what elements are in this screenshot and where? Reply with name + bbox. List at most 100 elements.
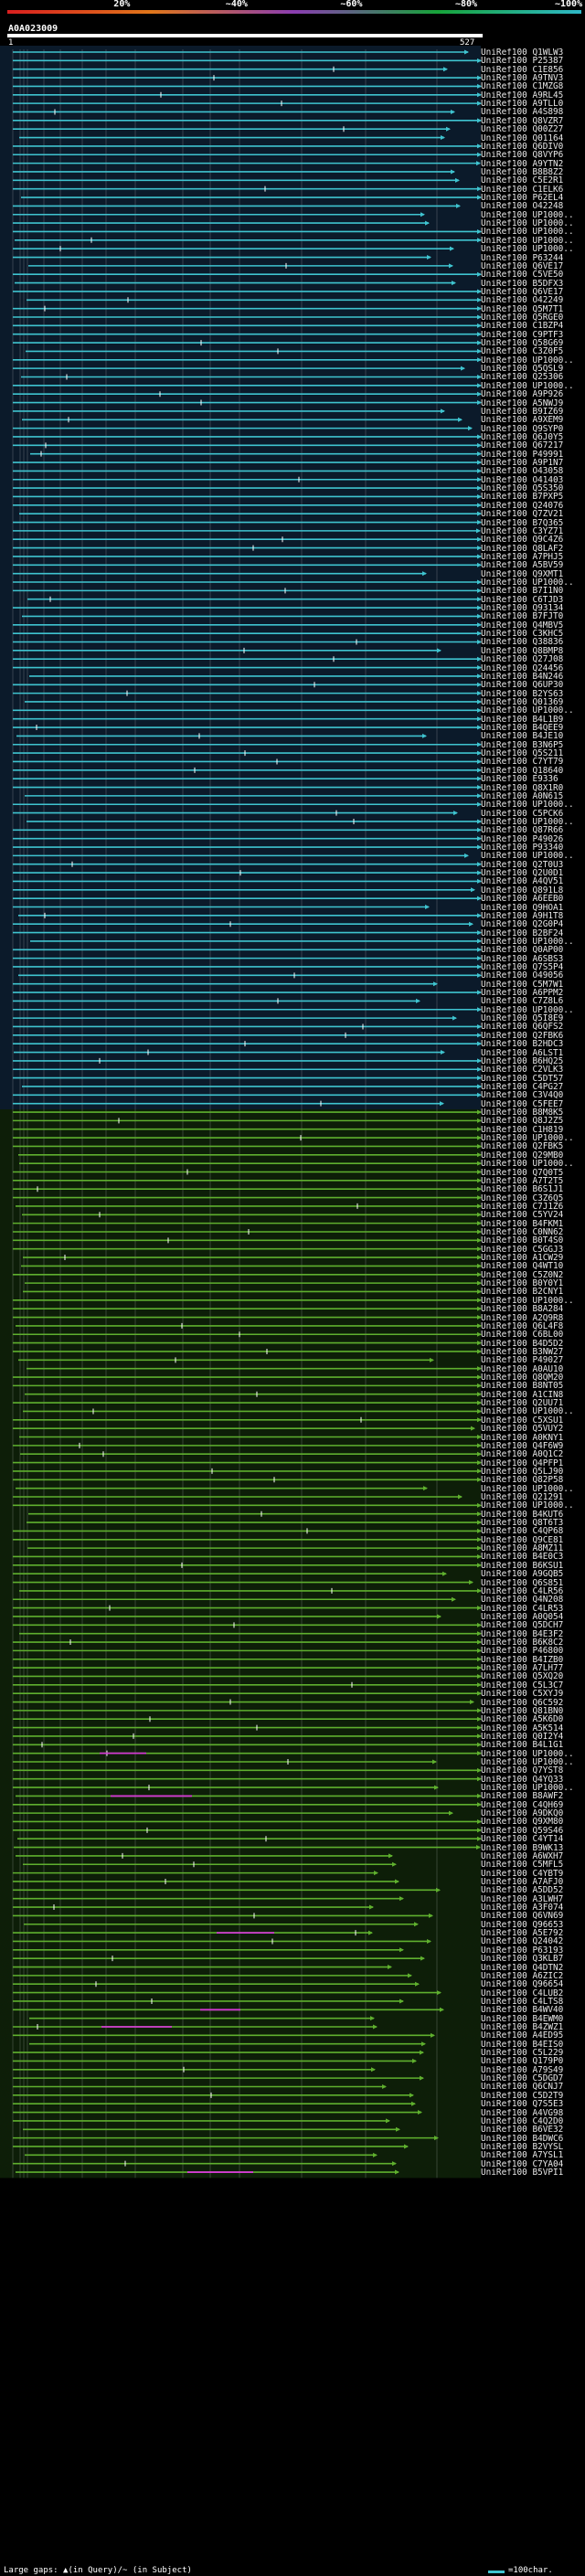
hit-label[interactable]: UniRef100_C5GGJ3 (481, 1245, 564, 1254)
hit-label[interactable]: UniRef100_A4QV51 (481, 877, 564, 886)
hit-label[interactable]: UniRef100_C5Z0N2 (481, 1270, 564, 1279)
hit-label[interactable]: UniRef100_C5XSU1 (481, 1415, 564, 1425)
hit-label[interactable]: UniRef100_Q8J2Z5 (481, 1117, 564, 1126)
hit-label[interactable]: UniRef100_B9IZ69 (481, 407, 564, 416)
hit-label[interactable]: UniRef100_Q38836 (481, 638, 564, 647)
hit-label[interactable]: UniRef100_Q2U0D1 (481, 869, 564, 878)
hit-label[interactable]: UniRef100_P63193 (481, 1945, 564, 1955)
hit-label[interactable]: UniRef100_P49991 (481, 450, 564, 459)
hit-label[interactable]: UniRef100_C7J1Z6 (481, 1202, 564, 1211)
hit-label[interactable]: UniRef100_B4D5D2 (481, 1339, 564, 1348)
hit-label[interactable]: UniRef100_Q6UP30 (481, 681, 564, 690)
hit-label[interactable]: UniRef100_A6SBS3 (481, 954, 564, 963)
hit-label[interactable]: UniRef100_Q5LJ90 (481, 1467, 564, 1476)
hit-label[interactable]: UniRef100_B4ZWZ1 (481, 2023, 564, 2031)
hit-label[interactable]: UniRef100_P25387 (481, 57, 564, 66)
hit-label[interactable]: UniRef100_UP1000.. (481, 1501, 574, 1511)
hit-label[interactable]: UniRef100_Q5DCH7 (481, 1621, 564, 1630)
hit-label[interactable]: UniRef100_Q4DTN2 (481, 1963, 564, 1972)
hit-label[interactable]: UniRef100_C1MZG8 (481, 82, 564, 91)
hit-label[interactable]: UniRef100_UP1000.. (481, 236, 574, 245)
hit-label[interactable]: UniRef100_A5NWJ9 (481, 398, 564, 408)
hit-label[interactable]: UniRef100_A7YSL1 (481, 2151, 564, 2160)
hit-label[interactable]: UniRef100_B2VYSL (481, 2142, 564, 2151)
hit-label[interactable]: UniRef100_UP1000.. (481, 800, 574, 810)
hit-label[interactable]: UniRef100_Q18640 (481, 766, 564, 775)
hit-label[interactable]: UniRef100_UP1000.. (481, 210, 574, 219)
hit-label[interactable]: UniRef100_A5E792 (481, 1929, 564, 1938)
hit-label[interactable]: UniRef100_UP1000.. (481, 937, 574, 946)
hit-label[interactable]: UniRef100_C0NN62 (481, 1227, 564, 1236)
hit-label[interactable]: UniRef100_Q7YST8 (481, 1766, 564, 1776)
hit-label[interactable]: UniRef100_Q4WT10 (481, 1262, 564, 1271)
hit-label[interactable]: UniRef100_UP1000.. (481, 706, 574, 716)
hit-label[interactable]: UniRef100_C4LUB2 (481, 1988, 564, 1998)
hit-label[interactable]: UniRef100_Q9XMT1 (481, 569, 564, 578)
hit-label[interactable]: UniRef100_B4DWC6 (481, 2134, 564, 2143)
hit-label[interactable]: UniRef100_C4QH69 (481, 1800, 564, 1809)
hit-label[interactable]: UniRef100_Q00Z27 (481, 125, 564, 134)
hit-label[interactable]: UniRef100_P63244 (481, 253, 564, 262)
hit-label[interactable]: UniRef100_Q5VUY2 (481, 1425, 564, 1434)
hit-label[interactable]: UniRef100_A3LWH7 (481, 1894, 564, 1903)
hit-label[interactable]: UniRef100_Q29MB0 (481, 1150, 564, 1160)
hit-label[interactable]: UniRef100_C5PCK6 (481, 809, 564, 818)
hit-label[interactable]: UniRef100_C6BL00 (481, 1330, 564, 1340)
hit-label[interactable]: UniRef100_Q9CE81 (481, 1535, 564, 1544)
hit-label[interactable]: UniRef100_C5YV24 (481, 1211, 564, 1220)
hit-label[interactable]: UniRef100_O49056 (481, 971, 564, 981)
hit-label[interactable]: UniRef100_B8A284 (481, 1305, 564, 1314)
hit-label[interactable]: UniRef100_Q6DIV0 (481, 142, 564, 151)
hit-label[interactable]: UniRef100_Q81BN0 (481, 1706, 564, 1715)
hit-label[interactable]: UniRef100_P93340 (481, 843, 564, 852)
hit-label[interactable]: UniRef100_A9P1N7 (481, 459, 564, 468)
hit-label[interactable]: UniRef100_B0T4S0 (481, 1236, 564, 1246)
hit-label[interactable]: UniRef100_Q179P0 (481, 2057, 564, 2066)
hit-label[interactable]: UniRef100_UP1000.. (481, 228, 574, 237)
hit-label[interactable]: UniRef100_C3V4Q0 (481, 1091, 564, 1100)
hit-label[interactable]: UniRef100_Q21291 (481, 1492, 564, 1501)
hit-label[interactable]: UniRef100_B2CNY1 (481, 1288, 564, 1297)
hit-label[interactable]: UniRef100_UP1000.. (481, 1784, 574, 1793)
hit-label[interactable]: UniRef100_A4S898 (481, 108, 564, 117)
hit-label[interactable]: UniRef100_Q3KLB7 (481, 1955, 564, 1964)
hit-label[interactable]: UniRef100_Q8VZR7 (481, 116, 564, 125)
hit-label[interactable]: UniRef100_Q4PFP1 (481, 1458, 564, 1468)
hit-label[interactable]: UniRef100_C5D2T9 (481, 2091, 564, 2100)
hit-label[interactable]: UniRef100_C5DGD7 (481, 2074, 564, 2083)
hit-label[interactable]: UniRef100_O41403 (481, 475, 564, 484)
hit-label[interactable]: UniRef100_A7LH77 (481, 1664, 564, 1673)
hit-label[interactable]: UniRef100_C4QP68 (481, 1527, 564, 1536)
hit-label[interactable]: UniRef100_A2Q9R8 (481, 1313, 564, 1322)
hit-label[interactable]: UniRef100_C5DT57 (481, 1074, 564, 1083)
hit-label[interactable]: UniRef100_B4E0C3 (481, 1553, 564, 1562)
hit-label[interactable]: UniRef100_B4EIS0 (481, 2040, 564, 2049)
hit-label[interactable]: UniRef100_B4IZB0 (481, 1655, 564, 1664)
hit-label[interactable]: UniRef100_Q9XM80 (481, 1818, 564, 1827)
hit-label[interactable]: UniRef100_B4E3F2 (481, 1629, 564, 1638)
hit-label[interactable]: UniRef100_Q8VYP6 (481, 151, 564, 160)
hit-label[interactable]: UniRef100_A5K514 (481, 1723, 564, 1733)
hit-label[interactable]: UniRef100_Q96654 (481, 1980, 564, 1989)
hit-label[interactable]: UniRef100_B8B8Z2 (481, 167, 564, 176)
hit-label[interactable]: UniRef100_O42249 (481, 296, 564, 305)
hit-label[interactable]: UniRef100_C4YT14 (481, 1835, 564, 1844)
hit-label[interactable]: UniRef100_A0Q1C2 (481, 1450, 564, 1459)
hit-label[interactable]: UniRef100_Q93134 (481, 604, 564, 613)
hit-label[interactable]: UniRef100_C3Z6Q5 (481, 1193, 564, 1203)
hit-label[interactable]: UniRef100_Q6J0Y5 (481, 432, 564, 441)
hit-label[interactable]: UniRef100_Q0I2Y4 (481, 1732, 564, 1741)
hit-label[interactable]: UniRef100_C1E856 (481, 65, 564, 74)
hit-label[interactable]: UniRef100_A1CW29 (481, 1254, 564, 1263)
hit-label[interactable]: UniRef100_B7Q365 (481, 518, 564, 527)
hit-label[interactable]: UniRef100_C1ELK6 (481, 185, 564, 194)
hit-label[interactable]: UniRef100_Q7S5E3 (481, 2100, 564, 2109)
hit-label[interactable]: UniRef100_C3YZ71 (481, 526, 564, 535)
hit-label[interactable]: UniRef100_C6TJD3 (481, 595, 564, 604)
hit-label[interactable]: UniRef100_B6VE32 (481, 2125, 564, 2135)
hit-label[interactable]: UniRef100_C5FEE7 (481, 1099, 564, 1108)
hit-label[interactable]: UniRef100_Q01369 (481, 697, 564, 706)
hit-label[interactable]: UniRef100_Q5RGE0 (481, 313, 564, 322)
hit-label[interactable]: UniRef100_Q5M7T1 (481, 304, 564, 313)
hit-label[interactable]: UniRef100_Q59S46 (481, 1826, 564, 1835)
